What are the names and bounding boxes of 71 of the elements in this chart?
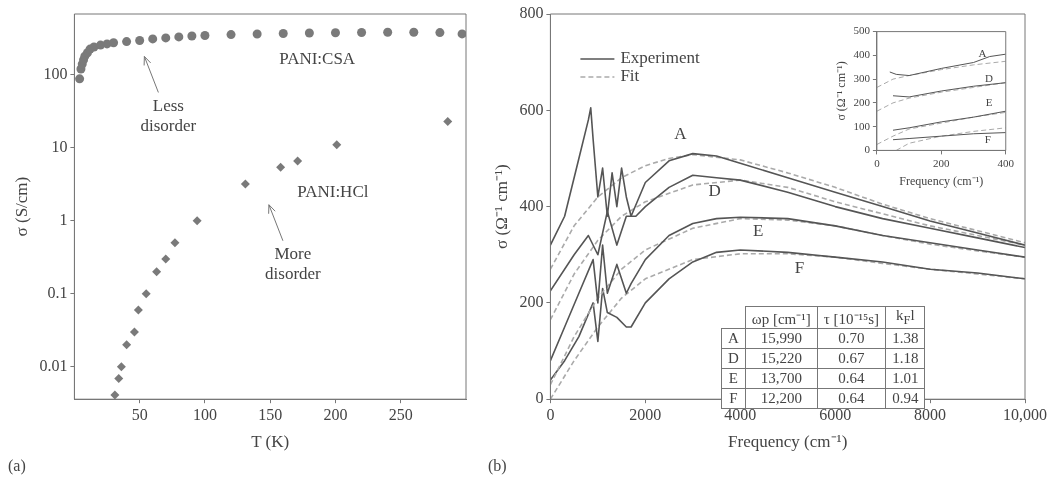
x-tick-label: 250 [388, 406, 413, 423]
annotation: D [721, 348, 746, 369]
x-tick-label: 200 [323, 406, 348, 423]
y-tick-label: 800 [519, 4, 544, 22]
annotation: 0.67 [817, 348, 886, 369]
x-tick-label: 50 [131, 406, 148, 423]
annotation: A [978, 47, 987, 60]
legend-label: Experiment [620, 48, 700, 68]
x-axis-title: Frequency (cm⁻¹) [899, 173, 984, 188]
y-tick-label: 100 [43, 64, 68, 82]
y-tick-label: 100 [853, 119, 871, 132]
annotation: 0.70 [817, 328, 886, 349]
y-tick-label: 200 [853, 95, 871, 108]
annotation: E [985, 95, 993, 108]
annotation: D [985, 72, 994, 85]
x-tick-label: 6000 [819, 406, 852, 423]
annotation: F [794, 258, 805, 278]
y-tick-label: 400 [519, 196, 544, 214]
annotation: D [708, 181, 721, 201]
text: (a) [8, 456, 26, 475]
annotation: E [721, 368, 746, 389]
x-tick-label: 100 [192, 406, 217, 423]
text: (b) [488, 456, 507, 475]
x-axis-title: Frequency (cm⁻¹) [728, 432, 848, 452]
x-tick-label: 400 [997, 156, 1015, 169]
annotation: E [753, 221, 764, 241]
annotation: More disorder [265, 244, 322, 284]
annotation: 13,700 [745, 368, 818, 389]
y-tick-label: 0.1 [47, 284, 68, 301]
y-axis-title: σ (S/cm) [11, 176, 31, 237]
y-tick-label: 0 [864, 143, 871, 156]
y-tick-label: 300 [853, 72, 871, 85]
annotation: 12,200 [760, 390, 802, 406]
x-tick-label: 2000 [629, 406, 662, 423]
y-axis-title: σ (Ω⁻¹ cm⁻¹) [834, 61, 849, 121]
annotation: 0.94 [885, 388, 925, 409]
x-tick-label: 0 [874, 156, 881, 169]
annotation: 15,990 [745, 328, 818, 349]
x-tick-label: 0 [546, 406, 555, 423]
annotation: A [721, 328, 746, 349]
y-tick-label: 500 [853, 24, 871, 37]
x-axis-title: T (K) [251, 432, 290, 452]
annotation: A [674, 124, 688, 144]
y-tick-label: 600 [519, 100, 544, 118]
annotation: PANI:HCl [297, 181, 369, 201]
x-tick-label: 200 [933, 156, 951, 169]
y-tick-label: 200 [519, 293, 544, 311]
x-tick-label: 4000 [724, 406, 757, 423]
annotation: F [721, 388, 746, 409]
x-tick-label: 10,000 [1003, 406, 1047, 423]
annotation: 1.01 [885, 368, 925, 389]
y-axis-title: σ (Ω⁻¹ cm⁻¹) [491, 164, 511, 249]
annotation: τ [10⁻¹⁵s] [817, 306, 886, 329]
annotation: Less disorder [140, 95, 197, 135]
y-tick-label: 0.01 [39, 357, 68, 375]
annotation: 15,220 [745, 348, 818, 369]
annotation: 1.18 [885, 348, 925, 369]
annotation: F [984, 132, 991, 145]
y-tick-label: 10 [51, 137, 68, 155]
y-tick-label: 0 [535, 389, 544, 407]
legend-label: Fit [620, 66, 640, 86]
x-tick-label: 8000 [914, 406, 947, 423]
annotation: k$_{F}$l [885, 306, 925, 329]
x-tick-label: 150 [258, 406, 283, 423]
y-tick-label: 400 [853, 48, 871, 61]
y-tick-label: 1 [59, 211, 68, 228]
annotation: 1.38 [885, 328, 925, 349]
annotation: 0.64 [817, 388, 886, 409]
annotation: 0.64 [817, 368, 886, 389]
annotation: PANI:CSA [279, 48, 356, 68]
annotation: ωp [cm⁻¹] [745, 306, 818, 329]
